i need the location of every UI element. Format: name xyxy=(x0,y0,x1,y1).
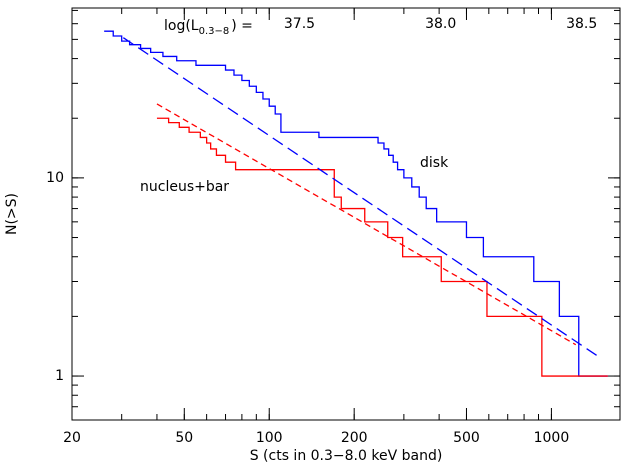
x-tick-label: 100 xyxy=(256,430,283,446)
x-tick-label: 1000 xyxy=(534,430,570,446)
top-axis-label-sub: 0.3−8 xyxy=(199,26,230,37)
top-axis-label: log(L0.3−8) = xyxy=(164,18,253,37)
x-axis-label: S (cts in 0.3−8.0 keV band) xyxy=(250,448,443,464)
x-tick-label: 20 xyxy=(63,430,81,446)
series-label: nucleus+bar xyxy=(140,179,229,195)
fit-line xyxy=(122,37,599,357)
top-axis-tick-label: 37.5 xyxy=(284,16,315,32)
y-tick-label: 10 xyxy=(46,170,64,186)
top-axis-label-tail: ) = xyxy=(231,18,253,34)
step-line xyxy=(156,117,608,377)
x-tick-label: 50 xyxy=(175,430,193,446)
plot-frame xyxy=(71,7,621,421)
y-axis-label: N(>S) xyxy=(4,193,20,235)
x-tick-label: 500 xyxy=(453,430,480,446)
top-axis-tick-label: 38.0 xyxy=(425,16,456,32)
top-axis-label-main: log(L xyxy=(164,18,199,34)
top-axis-tick-label: 38.5 xyxy=(566,16,597,32)
fit-line xyxy=(156,103,577,346)
series-label: disk xyxy=(420,155,449,171)
y-tick-label: 1 xyxy=(55,368,64,384)
step-line xyxy=(104,30,608,377)
x-tick-label: 200 xyxy=(341,430,368,446)
